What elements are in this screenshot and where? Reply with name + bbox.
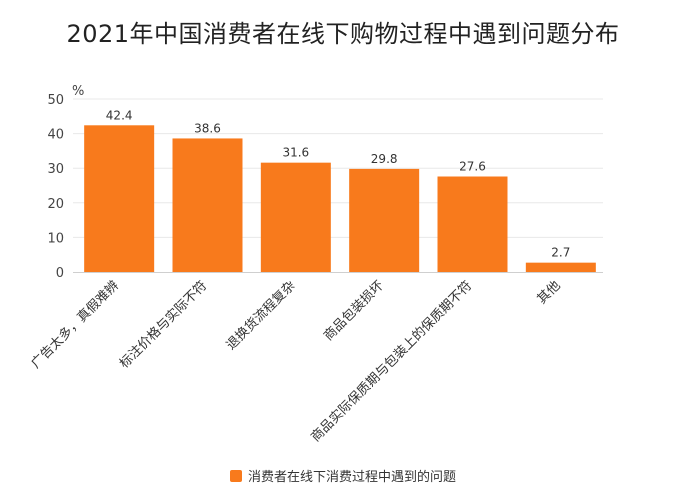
legend: 消费者在线下消费过程中遇到的问题 — [0, 466, 686, 485]
bar-value-label: 2.7 — [551, 246, 570, 260]
legend-label: 消费者在线下消费过程中遇到的问题 — [247, 470, 456, 485]
bars: 42.4 38.6 31.6 29.8 27.6 2.7 — [84, 108, 596, 273]
bar — [525, 262, 596, 272]
bar-value-label: 38.6 — [194, 121, 221, 135]
y-tick-label: 50 — [47, 93, 64, 108]
bar — [84, 125, 155, 273]
bar — [172, 138, 243, 272]
legend-swatch — [229, 470, 242, 482]
x-tick-label: 商品实际保质期与包装上的保质期不符 — [308, 278, 476, 446]
y-tick-label: 0 — [56, 266, 64, 281]
bar — [349, 168, 420, 272]
x-tick-label: 广告太多，真假难辨 — [28, 278, 122, 372]
bar — [437, 176, 508, 272]
x-tick-label: 退换货流程复杂 — [223, 278, 299, 354]
y-axis-ticks: 0 10 20 30 40 50 — [47, 93, 64, 281]
bar — [260, 162, 331, 272]
bar-value-label: 27.6 — [459, 160, 486, 174]
bar-value-label: 42.4 — [106, 108, 133, 122]
x-tick-label: 其他 — [535, 278, 564, 307]
y-axis-unit-label: % — [72, 84, 84, 99]
y-tick-label: 10 — [47, 231, 64, 246]
y-tick-label: 40 — [47, 128, 64, 143]
chart-title: 2021年中国消费者在线下购物过程中遇到问题分布 — [66, 20, 620, 48]
x-tick-label: 标注价格与实际不符 — [116, 278, 210, 372]
bar-value-label: 31.6 — [282, 146, 309, 160]
bar-value-label: 29.8 — [371, 152, 398, 166]
y-tick-label: 20 — [47, 197, 64, 212]
y-tick-label: 30 — [47, 162, 64, 177]
grid-lines — [73, 98, 603, 238]
x-tick-label: 商品包装损坏 — [321, 278, 387, 344]
